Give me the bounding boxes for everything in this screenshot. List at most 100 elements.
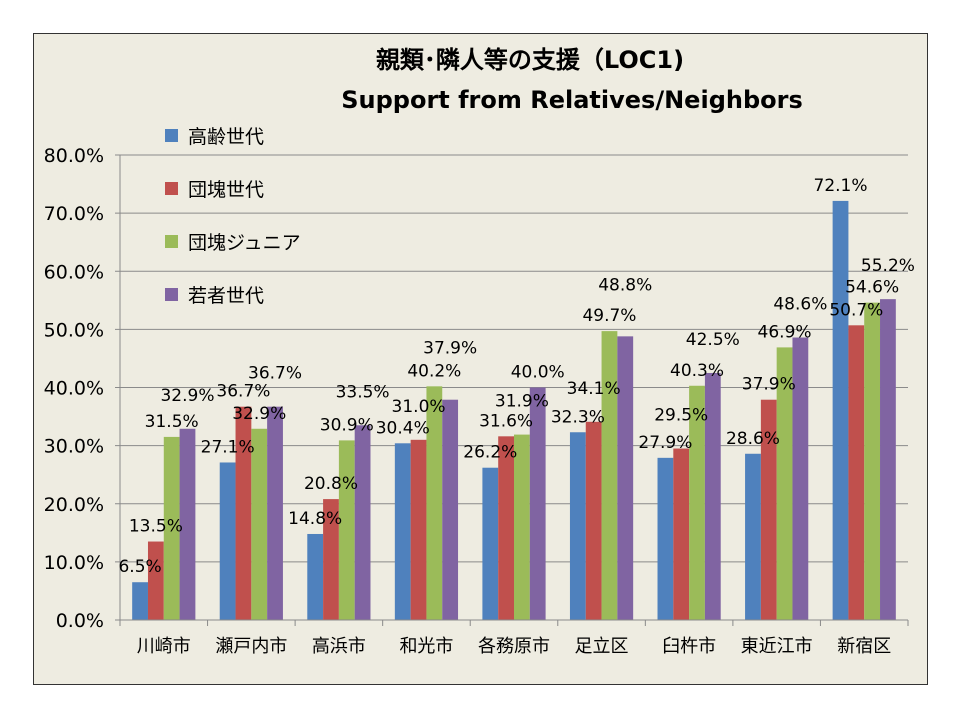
x-tick-label: 足立区 bbox=[575, 636, 629, 657]
bar bbox=[410, 439, 427, 620]
bar bbox=[864, 302, 881, 620]
bar bbox=[832, 200, 849, 620]
bar bbox=[394, 443, 411, 620]
bar bbox=[569, 432, 586, 620]
data-label: 48.6% bbox=[773, 295, 827, 315]
data-label: 32.9% bbox=[160, 386, 214, 406]
bar bbox=[529, 387, 546, 620]
data-label: 31.9% bbox=[495, 392, 549, 412]
bar bbox=[657, 457, 674, 620]
data-label: 33.5% bbox=[336, 382, 390, 402]
data-label: 31.6% bbox=[479, 411, 533, 431]
chart-subtitle: Support from Relatives/Neighbors bbox=[341, 86, 803, 114]
bar bbox=[267, 406, 283, 620]
data-label: 26.2% bbox=[463, 443, 517, 463]
bar bbox=[132, 582, 148, 620]
legend-label: 高齢世代 bbox=[188, 126, 264, 148]
bar bbox=[235, 406, 252, 620]
x-tick-label: 川崎市 bbox=[137, 636, 191, 657]
bar bbox=[323, 499, 339, 620]
legend-label: 団塊ジュニア bbox=[188, 232, 301, 254]
data-label: 40.3% bbox=[670, 361, 724, 381]
y-tick-label: 50.0% bbox=[44, 319, 104, 341]
bar bbox=[482, 467, 499, 620]
data-label: 31.5% bbox=[145, 412, 199, 432]
bar bbox=[880, 299, 896, 620]
bar bbox=[219, 462, 236, 620]
data-label: 40.2% bbox=[407, 361, 461, 381]
y-tick-label: 10.0% bbox=[44, 552, 104, 574]
data-label: 27.1% bbox=[201, 437, 255, 457]
data-label: 20.8% bbox=[304, 474, 358, 494]
bar bbox=[792, 337, 809, 620]
bar bbox=[251, 428, 268, 620]
data-label: 30.9% bbox=[320, 415, 374, 435]
data-label: 36.7% bbox=[248, 364, 302, 384]
data-label: 37.9% bbox=[423, 339, 477, 359]
data-label: 50.7% bbox=[829, 300, 883, 320]
bar bbox=[848, 325, 865, 620]
legend-swatch bbox=[165, 288, 178, 301]
x-tick-label: 各務原市 bbox=[478, 636, 550, 657]
y-tick-label: 80.0% bbox=[44, 145, 104, 167]
bar bbox=[163, 436, 180, 620]
bar bbox=[673, 448, 690, 620]
legend-label: 団塊世代 bbox=[188, 179, 264, 201]
data-label: 54.6% bbox=[845, 278, 899, 298]
data-label: 46.9% bbox=[758, 322, 812, 342]
bar bbox=[426, 386, 443, 620]
bar bbox=[514, 434, 530, 620]
data-label: 32.9% bbox=[232, 404, 286, 424]
bar bbox=[745, 453, 761, 620]
data-label: 32.3% bbox=[551, 407, 605, 427]
bar bbox=[704, 372, 721, 620]
y-tick-label: 0.0% bbox=[56, 610, 104, 632]
y-tick-label: 60.0% bbox=[44, 261, 104, 283]
bar bbox=[179, 428, 196, 620]
bar bbox=[442, 399, 459, 620]
x-tick-label: 和光市 bbox=[399, 636, 453, 657]
bars-layer bbox=[132, 200, 896, 620]
data-label: 34.1% bbox=[567, 379, 621, 399]
bar bbox=[498, 436, 514, 620]
data-label: 48.8% bbox=[598, 275, 652, 295]
x-tick-label: 瀬戸内市 bbox=[215, 636, 287, 657]
data-label: 49.7% bbox=[582, 306, 636, 326]
legend-swatch bbox=[165, 129, 178, 142]
data-label: 28.6% bbox=[726, 429, 780, 449]
x-tick-label: 高浜市 bbox=[312, 636, 366, 657]
data-label: 40.0% bbox=[511, 363, 565, 383]
data-label: 13.5% bbox=[129, 517, 183, 537]
y-tick-label: 20.0% bbox=[44, 494, 104, 516]
bar bbox=[776, 347, 793, 620]
data-label: 27.9% bbox=[638, 433, 692, 453]
data-label: 31.0% bbox=[392, 397, 446, 417]
bar bbox=[760, 399, 777, 620]
data-label: 55.2% bbox=[861, 256, 915, 276]
y-tick-label: 40.0% bbox=[44, 378, 104, 400]
bar bbox=[307, 533, 324, 620]
data-label: 37.9% bbox=[742, 375, 796, 395]
data-label: 30.4% bbox=[376, 418, 430, 438]
y-tick-label: 30.0% bbox=[44, 436, 104, 458]
labels-layer: 6.5% 27.1% 14.8% 30.4% 26.2% 32.3% 27.9% 28.6% 7… bbox=[118, 176, 914, 577]
data-label: 6.5% bbox=[118, 557, 161, 577]
x-tick-label: 新宿区 bbox=[837, 636, 891, 657]
legend-swatch bbox=[165, 235, 178, 248]
data-label: 72.1% bbox=[814, 176, 868, 196]
bar bbox=[585, 421, 602, 620]
bar bbox=[617, 336, 634, 620]
bar bbox=[689, 385, 705, 620]
x-tick-label: 東近江市 bbox=[741, 636, 813, 657]
bar bbox=[601, 331, 618, 620]
x-tick-label: 臼杵市 bbox=[662, 636, 716, 657]
data-label: 36.7% bbox=[216, 382, 270, 402]
data-label: 14.8% bbox=[288, 509, 342, 529]
legend-swatch bbox=[165, 182, 178, 195]
bar bbox=[338, 440, 355, 620]
y-tick-label: 70.0% bbox=[44, 203, 104, 225]
legend-label: 若者世代 bbox=[188, 285, 264, 307]
axis-layer: 0.0% 10.0% 20.0% 30.0% 40.0% 50.0% 60.0% 70.0% 8… bbox=[44, 145, 909, 657]
